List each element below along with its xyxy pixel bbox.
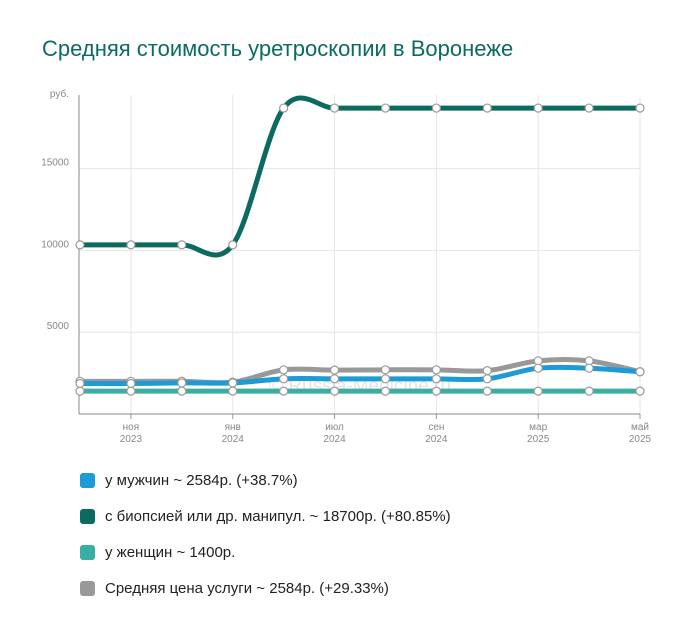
series-women <box>75 386 645 396</box>
x-tick-year: 2025 <box>527 434 550 445</box>
data-point-biopsy <box>431 103 441 113</box>
data-point-average <box>380 365 391 375</box>
data-point-biopsy <box>177 240 187 250</box>
data-point-biopsy <box>279 103 289 113</box>
x-tick-year: 2024 <box>425 434 448 445</box>
data-point-average <box>279 365 289 375</box>
chart-grid <box>79 95 641 414</box>
y-axis-unit: руб. <box>50 88 69 100</box>
x-tick-month: сен <box>428 422 444 433</box>
series-biopsy <box>75 95 645 258</box>
data-point-biopsy <box>380 103 391 113</box>
x-tick-year: 2024 <box>323 434 346 445</box>
data-point-men <box>329 374 340 384</box>
data-point-women <box>279 386 289 396</box>
x-tick-year: 2024 <box>222 434 245 445</box>
data-point-women <box>329 386 340 396</box>
data-point-biopsy <box>329 103 340 113</box>
legend-label-men: у мужчин ~ 2584р. (+38.7%) <box>105 471 298 489</box>
legend-item-women: у женщин ~ 1400р. <box>80 534 451 570</box>
data-point-women <box>126 386 136 396</box>
legend-item-average: Средняя цена услуги ~ 2584р. (+29.33%) <box>80 570 451 606</box>
line-chart: 50001000015000руб.ноя2023янв2024июл2024с… <box>41 88 651 445</box>
data-point-women <box>75 386 85 396</box>
data-point-women <box>380 386 391 396</box>
data-point-men <box>177 378 187 388</box>
data-point-women <box>533 386 543 396</box>
chart-series <box>75 95 645 396</box>
x-tick-year: 2023 <box>120 434 143 445</box>
data-point-men <box>126 378 136 389</box>
legend-swatch-men <box>80 472 95 488</box>
chart-axes: 50001000015000руб.ноя2023янв2024июл2024с… <box>41 88 651 445</box>
data-point-average <box>482 366 492 376</box>
data-point-women <box>177 386 187 396</box>
legend-item-biopsy: с биопсией или др. манипул. ~ 18700р. (+… <box>80 498 451 534</box>
data-point-biopsy <box>635 103 645 113</box>
y-tick-label: 10000 <box>41 239 69 250</box>
data-point-men <box>75 378 85 389</box>
x-tick-month: янв <box>225 422 241 433</box>
legend-swatch-women <box>80 544 95 560</box>
legend-label-average: Средняя цена услуги ~ 2584р. (+29.33%) <box>105 579 389 597</box>
legend-swatch-biopsy <box>80 508 95 524</box>
legend-swatch-average <box>80 580 95 596</box>
x-tick-month: ноя <box>123 422 140 433</box>
data-point-biopsy <box>482 103 492 113</box>
data-point-men <box>635 367 645 377</box>
legend-label-biopsy: с биопсией или др. манипул. ~ 18700р. (+… <box>105 507 451 525</box>
legend-label-women: у женщин ~ 1400р. <box>105 543 236 561</box>
data-point-biopsy <box>75 240 85 250</box>
data-point-men <box>584 363 594 373</box>
data-point-average <box>431 365 441 375</box>
data-point-men <box>431 374 441 384</box>
data-point-men <box>279 374 289 384</box>
data-point-men <box>533 363 543 373</box>
series-line-biopsy <box>77 95 643 258</box>
series-men <box>75 363 645 389</box>
x-tick-month: мар <box>529 422 547 433</box>
data-point-men <box>228 378 238 388</box>
x-tick-year: 2025 <box>629 434 652 445</box>
data-point-biopsy <box>533 103 543 113</box>
chart-title: Средняя стоимость уретроскопии в Воронеж… <box>42 36 514 61</box>
y-tick-label: 5000 <box>47 321 70 332</box>
data-point-women <box>635 386 645 396</box>
data-point-men <box>482 374 492 384</box>
data-point-men <box>380 374 391 384</box>
data-point-biopsy <box>126 240 136 250</box>
x-tick-month: май <box>631 422 649 433</box>
legend-item-men: у мужчин ~ 2584р. (+38.7%) <box>80 462 451 498</box>
data-point-women <box>584 386 594 396</box>
data-point-biopsy <box>584 103 594 113</box>
data-point-biopsy <box>228 240 238 250</box>
x-tick-month: июл <box>325 422 344 433</box>
data-point-women <box>228 386 238 396</box>
data-point-women <box>482 386 492 396</box>
y-tick-label: 15000 <box>41 158 69 169</box>
data-point-women <box>431 386 441 396</box>
data-point-average <box>329 365 340 375</box>
chart-legend: у мужчин ~ 2584р. (+38.7%) с биопсией или… <box>80 462 451 606</box>
